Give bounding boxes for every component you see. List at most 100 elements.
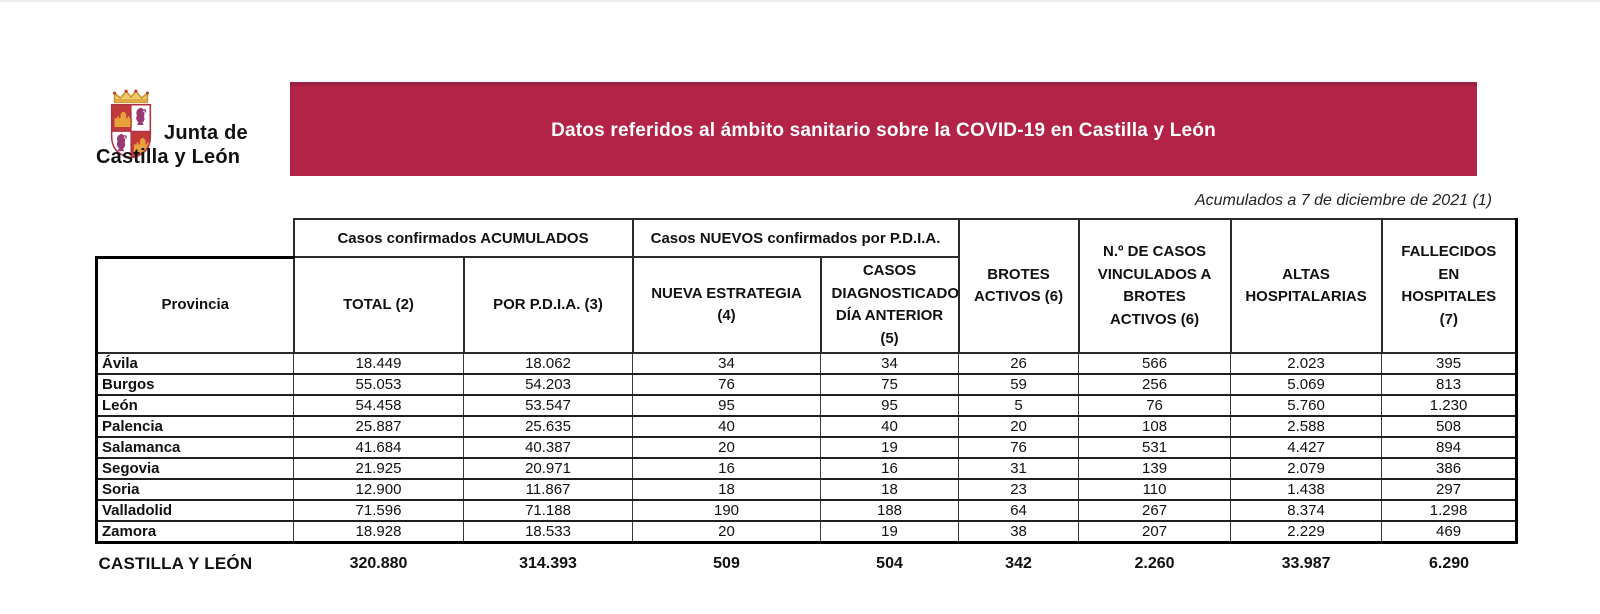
data-cell: 2.588 — [1230, 415, 1383, 438]
logo-text-line2: Castilla y León — [96, 146, 241, 168]
data-cell: 110 — [1078, 478, 1232, 501]
data-cell: 40 — [632, 415, 822, 438]
table-row-burgos: Burgos 55.053 54.203 76 75 59 256 5.069 … — [95, 373, 1519, 396]
data-cell: 76 — [632, 373, 822, 396]
table-row-leon: León 54.458 53.547 95 95 5 76 5.760 1.23… — [95, 394, 1519, 417]
table-row-avila: Ávila 18.449 18.062 34 34 26 566 2.023 3… — [95, 352, 1519, 375]
total-cell: 6.290 — [1429, 555, 1470, 573]
data-cell: 297 — [1381, 478, 1519, 501]
table-row-salamanca: Salamanca 41.684 40.387 20 19 76 531 4.4… — [95, 436, 1519, 459]
data-cell: 38 — [958, 520, 1080, 544]
col-header-casos-vinculados: N.º DE CASOS VINCULADOS A BROTES ACTIVOS… — [1077, 218, 1232, 354]
table-total-row: CASTILLA Y LEÓN 320.880 314.393 509 504 … — [97, 543, 1517, 579]
castle-icon — [114, 111, 133, 127]
lion-icon — [136, 107, 147, 126]
data-cell: 11.867 — [462, 478, 634, 501]
data-cell: 18 — [820, 478, 960, 501]
data-cell: 19 — [820, 436, 960, 459]
data-cell: 76 — [1078, 394, 1232, 417]
total-cell: 509 — [713, 555, 740, 573]
junta-logo: Junta de Castilla y León — [96, 88, 281, 178]
data-cell: 256 — [1078, 373, 1232, 396]
data-cell: 23 — [958, 478, 1080, 501]
data-cell: 59 — [958, 373, 1080, 396]
data-cell: 18.449 — [293, 352, 464, 375]
data-cell: 34 — [632, 352, 822, 375]
data-cell: 54.203 — [462, 373, 634, 396]
col-header-casos-dia-anterior: CASOS DIAGNOSTICADOS DÍA ANTERIOR (5) — [819, 256, 960, 354]
data-cell: 20.971 — [462, 457, 634, 480]
table-group-header-row: Casos confirmados ACUMULADOS Casos NUEVO… — [97, 218, 1519, 354]
data-cell: 20 — [958, 415, 1080, 438]
data-cell: 1.298 — [1381, 499, 1519, 522]
col-header-por-pdia: POR P.D.I.A. (3) — [462, 256, 634, 354]
data-cell: 40.387 — [462, 436, 634, 459]
total-cell: 504 — [876, 555, 903, 573]
data-cell: 75 — [820, 373, 960, 396]
data-cell: 4.427 — [1230, 436, 1383, 459]
province-name: Soria — [95, 478, 294, 501]
data-cell: 2.023 — [1230, 352, 1383, 375]
data-cell: 813 — [1381, 373, 1519, 396]
data-cell: 71.596 — [293, 499, 464, 522]
data-cell: 64 — [958, 499, 1080, 522]
data-cell: 20 — [632, 520, 822, 544]
table-row-palencia: Palencia 25.887 25.635 40 40 20 108 2.58… — [95, 415, 1519, 438]
province-name: Valladolid — [95, 499, 294, 522]
province-name: Zamora — [95, 520, 294, 544]
data-cell: 108 — [1078, 415, 1232, 438]
total-cell: 342 — [1005, 555, 1032, 573]
total-cell: 33.987 — [1281, 555, 1331, 573]
group-header-acumulados: Casos confirmados ACUMULADOS — [292, 218, 634, 258]
table-corner-spacer — [97, 219, 294, 257]
data-cell: 18.062 — [462, 352, 634, 375]
total-cell: 320.880 — [349, 555, 408, 573]
data-cell: 95 — [632, 394, 822, 417]
col-header-provincia: Provincia — [95, 255, 295, 354]
data-cell: 531 — [1078, 436, 1232, 459]
data-cell: 2.079 — [1230, 457, 1383, 480]
data-cell: 1.438 — [1230, 478, 1383, 501]
province-name: Burgos — [95, 373, 294, 396]
data-cell: 40 — [820, 415, 960, 438]
table-row-soria: Soria 12.900 11.867 18 18 23 110 1.438 2… — [95, 478, 1519, 501]
data-cell: 207 — [1078, 520, 1232, 544]
province-name: León — [95, 394, 294, 417]
table-subheader-row: Provincia TOTAL (2) POR P.D.I.A. (3) NUE… — [95, 255, 1517, 354]
data-cell: 508 — [1381, 415, 1519, 438]
data-cell: 54.458 — [293, 394, 464, 417]
total-row-label: CASTILLA Y LEÓN — [98, 554, 253, 574]
data-cell: 5.069 — [1230, 373, 1383, 396]
data-cell: 41.684 — [293, 436, 464, 459]
data-cell: 25.887 — [293, 415, 464, 438]
title-banner: Datos referidos al ámbito sanitario sobr… — [290, 82, 1477, 176]
total-cell: 2.260 — [1134, 555, 1175, 573]
data-cell: 190 — [632, 499, 822, 522]
data-cell: 31 — [958, 457, 1080, 480]
data-cell: 139 — [1078, 457, 1232, 480]
report-title: Datos referidos al ámbito sanitario sobr… — [551, 120, 1216, 141]
data-cell: 395 — [1381, 352, 1519, 375]
page-top-edge — [0, 0, 1600, 2]
group-header-nuevos-pdia: Casos NUEVOS confirmados por P.D.I.A. — [631, 218, 960, 258]
province-name: Palencia — [95, 415, 294, 438]
data-cell: 566 — [1078, 352, 1232, 375]
data-cell: 18 — [632, 478, 822, 501]
data-cell: 55.053 — [293, 373, 464, 396]
data-cell: 469 — [1381, 520, 1519, 544]
data-cell: 16 — [632, 457, 822, 480]
data-cell: 188 — [820, 499, 960, 522]
data-cell: 26 — [958, 352, 1080, 375]
table-row-valladolid: Valladolid 71.596 71.188 190 188 64 267 … — [95, 499, 1519, 522]
data-cell: 53.547 — [462, 394, 634, 417]
data-cell: 5.760 — [1230, 394, 1383, 417]
data-cell: 95 — [820, 394, 960, 417]
total-cell: 314.393 — [519, 555, 577, 573]
col-header-fallecidos: FALLECIDOS EN HOSPITALES (7) — [1380, 218, 1519, 354]
table-row-zamora: Zamora 18.928 18.533 20 19 38 207 2.229 … — [95, 520, 1519, 544]
data-cell: 18.928 — [293, 520, 464, 544]
lion-icon — [116, 133, 127, 152]
data-cell: 267 — [1078, 499, 1232, 522]
col-header-nueva-estrategia: NUEVA ESTRATEGIA (4) — [631, 256, 822, 354]
